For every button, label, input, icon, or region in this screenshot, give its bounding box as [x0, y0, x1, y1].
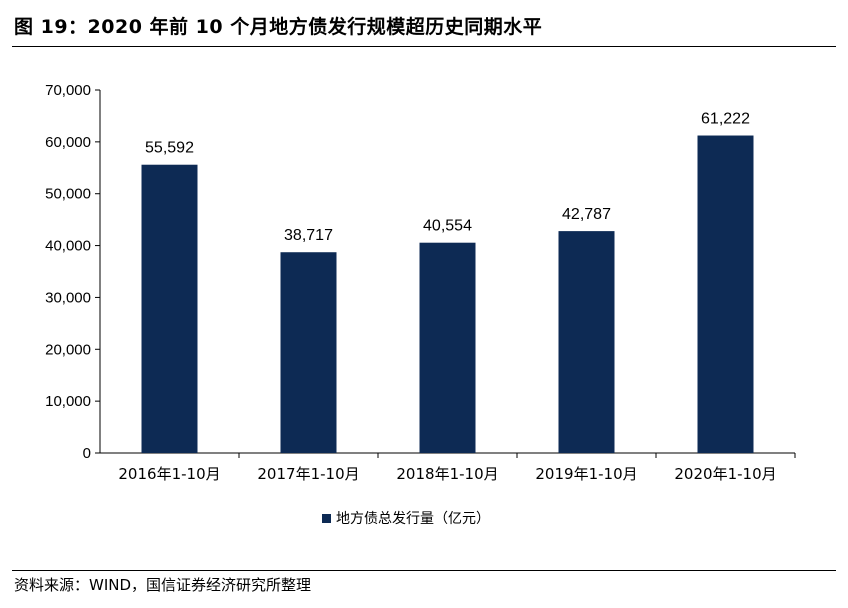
- y-tick-label: 30,000: [45, 289, 91, 306]
- bar-chart: 0 10,000 20,000 30,000 40,000 50,000 60,000 70,…: [45, 82, 796, 483]
- y-tick-label: 0: [83, 445, 91, 462]
- x-tick-label: 2017年1-10月: [257, 465, 359, 483]
- y-tick-label: 70,000: [45, 82, 91, 99]
- bar: [697, 135, 754, 453]
- bar: [558, 231, 615, 453]
- legend-swatch: [322, 513, 331, 523]
- x-tick-label: 2019年1-10月: [535, 465, 637, 483]
- bar: [141, 164, 198, 454]
- bar-value-label: 61,222: [701, 111, 750, 128]
- y-tick-label: 50,000: [45, 186, 91, 203]
- source-divider: [12, 570, 836, 571]
- y-tick-label: 20,000: [45, 341, 91, 358]
- bar: [419, 242, 476, 453]
- title-divider: [12, 46, 836, 47]
- chart-legend: 地方债总发行量（亿元）: [322, 508, 490, 528]
- bar: [280, 252, 337, 453]
- figure-title: 图 19：2020 年前 10 个月地方债发行规模超历史同期水平: [14, 16, 543, 38]
- bar-value-label: 40,554: [423, 218, 472, 235]
- x-tick-label: 2020年1-10月: [674, 465, 776, 483]
- x-tick-label: 2016年1-10月: [118, 465, 220, 483]
- bar-value-label: 38,717: [284, 227, 333, 244]
- y-tick-label: 40,000: [45, 238, 91, 255]
- bar-value-label: 55,592: [145, 140, 194, 157]
- y-tick-label: 10,000: [45, 393, 91, 410]
- legend-label: 地方债总发行量（亿元）: [336, 511, 490, 527]
- bar-value-label: 42,787: [562, 206, 611, 223]
- x-tick-label: 2018年1-10月: [396, 465, 498, 483]
- source-note: 资料来源：WIND，国信证券经济研究所整理: [14, 576, 312, 594]
- y-tick-label: 60,000: [45, 134, 91, 151]
